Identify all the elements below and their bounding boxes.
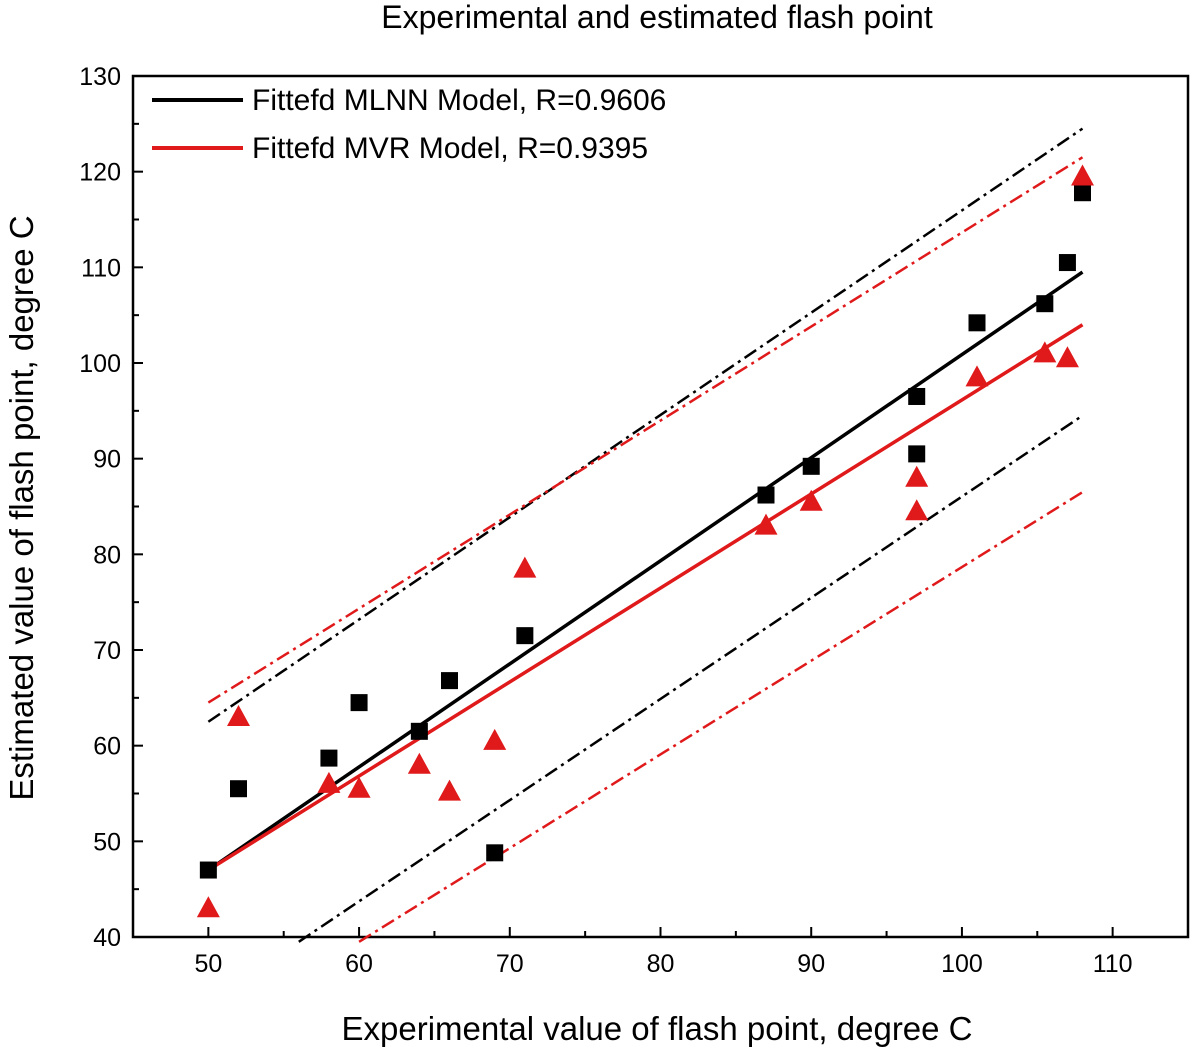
y-tick-label: 70 bbox=[93, 637, 121, 665]
mvr-point bbox=[1033, 341, 1057, 363]
mvr-point bbox=[347, 776, 371, 798]
mlnn-point bbox=[1074, 184, 1091, 202]
mvr-point bbox=[965, 365, 989, 387]
plot-frame bbox=[131, 74, 1190, 939]
fit-lines bbox=[207, 127, 1084, 943]
mlnn-point bbox=[486, 844, 504, 862]
x-tick-label: 50 bbox=[194, 950, 222, 978]
y-tick-label: 80 bbox=[93, 541, 121, 569]
y-tick-label: 110 bbox=[81, 254, 121, 282]
mlnn-point bbox=[441, 672, 458, 690]
mlnn-point bbox=[802, 457, 820, 475]
y-tick-label: 100 bbox=[79, 350, 121, 378]
mlnn-point bbox=[968, 314, 986, 332]
mlnn-point bbox=[410, 722, 428, 740]
mlnn-upper-bound-line bbox=[207, 127, 1084, 723]
mvr-point bbox=[754, 513, 778, 535]
mvr-point bbox=[513, 556, 537, 578]
mvr-point bbox=[483, 728, 507, 750]
legend-mvr-label: Fittefd MVR Model, R=0.9395 bbox=[252, 132, 648, 165]
mlnn-point bbox=[908, 445, 926, 463]
mlnn-point bbox=[757, 486, 775, 504]
mvr-point bbox=[905, 499, 929, 521]
y-tick-label: 40 bbox=[93, 924, 121, 952]
mlnn-point bbox=[908, 387, 926, 405]
chart-title: Experimental and estimated flash point bbox=[381, 0, 933, 35]
legend: Fittefd MLNN Model, R=0.9606 Fittefd MVR… bbox=[152, 84, 666, 165]
y-tick-label: 120 bbox=[79, 159, 121, 187]
mvr-point bbox=[438, 779, 461, 801]
data-markers bbox=[196, 164, 1094, 918]
mlnn-point bbox=[1036, 295, 1054, 313]
mlnn-point bbox=[199, 861, 217, 879]
mvr-point bbox=[1071, 164, 1094, 186]
mlnn-point bbox=[1058, 254, 1076, 272]
mvr-point bbox=[905, 465, 929, 487]
mvr-upper-bound-line bbox=[207, 156, 1084, 704]
x-tick-label: 80 bbox=[647, 950, 675, 978]
x-tick-label: 70 bbox=[496, 950, 524, 978]
y-tick-label: 50 bbox=[93, 828, 121, 856]
y-tick-label: 60 bbox=[93, 733, 121, 761]
mvr-point bbox=[799, 489, 823, 511]
y-tick-label: 90 bbox=[93, 446, 121, 474]
y-axis: 40 50 60 70 80 90 100 110 120 130 bbox=[79, 63, 143, 952]
mlnn-lower-bound-line bbox=[298, 414, 1084, 943]
mlnn-point bbox=[320, 749, 338, 767]
mvr-fit-line bbox=[207, 323, 1084, 872]
legend-mlnn-label: Fittefd MLNN Model, R=0.9606 bbox=[252, 84, 666, 117]
x-tick-label: 90 bbox=[797, 950, 825, 978]
mvr-point bbox=[1055, 346, 1079, 368]
mvr-point bbox=[227, 704, 250, 726]
y-axis-label: Estimated value of flash point, degree C bbox=[3, 215, 40, 800]
x-axis: 50 60 70 80 90 100 110 bbox=[194, 927, 1133, 978]
mlnn-point bbox=[350, 694, 368, 712]
mvr-point bbox=[196, 896, 220, 918]
mlnn-point bbox=[230, 780, 247, 798]
mlnn-fit-line bbox=[207, 270, 1084, 872]
x-tick-label: 100 bbox=[941, 950, 983, 978]
mvr-point bbox=[407, 752, 431, 774]
y-tick-label: 130 bbox=[79, 63, 121, 91]
x-tick-label: 60 bbox=[345, 950, 373, 978]
mvr-lower-bound-line bbox=[358, 491, 1084, 943]
x-tick-label: 110 bbox=[1093, 950, 1133, 978]
mvr-point bbox=[317, 771, 341, 793]
mlnn-point bbox=[516, 627, 534, 645]
x-axis-label: Experimental value of flash point, degre… bbox=[341, 1010, 972, 1047]
